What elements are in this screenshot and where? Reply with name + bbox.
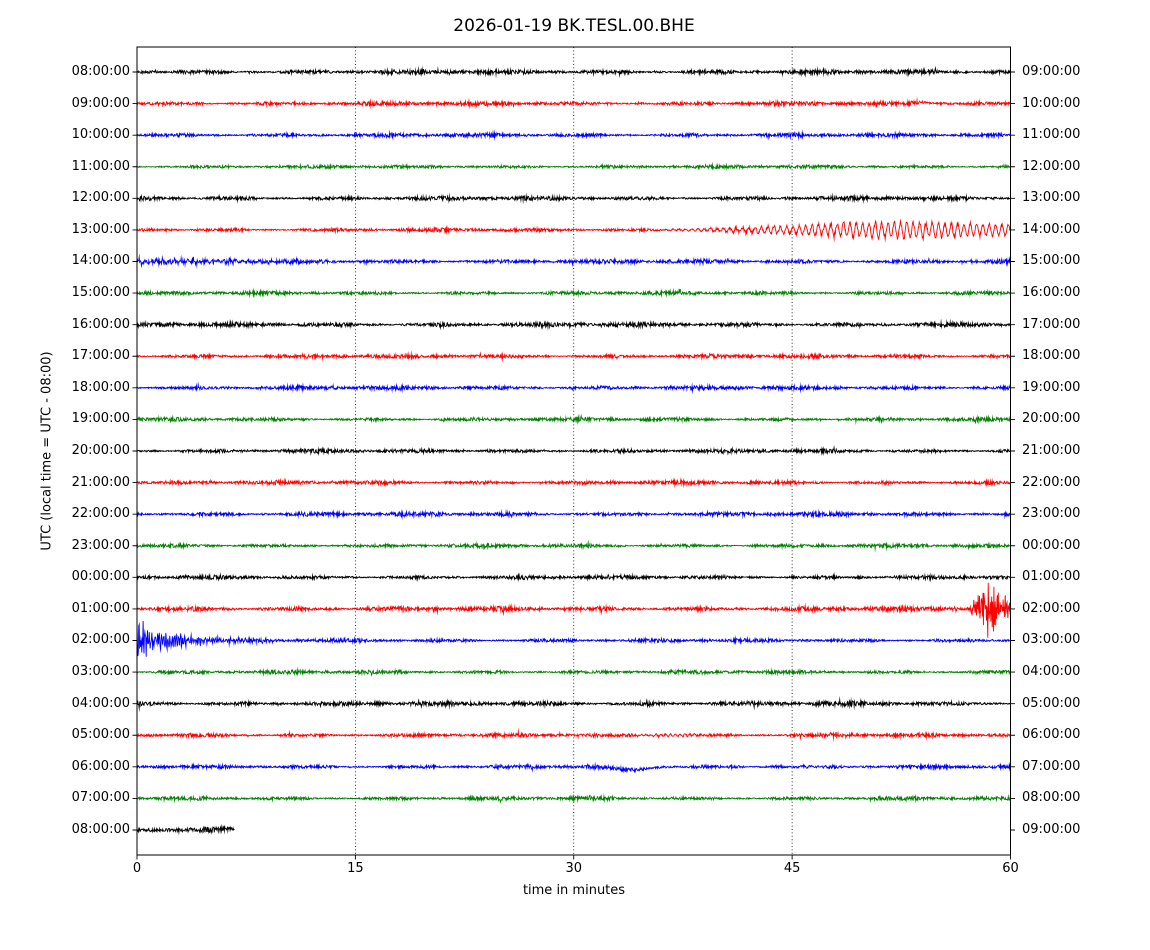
- row-end-time-label: 10:00:00: [1022, 95, 1081, 111]
- row-start-time-label: 16:00:00: [71, 316, 130, 332]
- x-tick-label: 15: [347, 861, 364, 876]
- row-end-time-label: 15:00:00: [1022, 253, 1081, 269]
- chart-title: 2026-01-19 BK.TESL.00.BHE: [453, 16, 695, 36]
- row-end-time-label: 08:00:00: [1022, 790, 1081, 806]
- row-start-time-label: 19:00:00: [71, 411, 130, 427]
- row-start-time-label: 12:00:00: [71, 190, 130, 206]
- row-start-time-label: 08:00:00: [71, 821, 130, 837]
- row-start-time-label: 06:00:00: [71, 758, 130, 774]
- row-start-time-label: 20:00:00: [71, 442, 130, 458]
- row-start-time-label: 11:00:00: [71, 158, 130, 174]
- row-start-time-label: 14:00:00: [71, 253, 130, 269]
- row-start-time-label: 07:00:00: [71, 790, 130, 806]
- y-axis-label: UTC (local time = UTC - 08:00): [39, 351, 55, 551]
- row-end-time-label: 13:00:00: [1022, 190, 1081, 206]
- row-end-time-label: 11:00:00: [1022, 127, 1081, 143]
- row-start-time-label: 05:00:00: [71, 727, 130, 743]
- x-tick-label: 30: [565, 861, 583, 876]
- row-start-time-label: 15:00:00: [71, 285, 130, 301]
- row-end-time-label: 09:00:00: [1022, 821, 1081, 837]
- row-end-time-label: 17:00:00: [1022, 316, 1081, 332]
- row-end-time-label: 06:00:00: [1022, 727, 1081, 743]
- row-start-time-label: 21:00:00: [71, 474, 130, 490]
- row-end-time-label: 22:00:00: [1022, 474, 1081, 490]
- row-start-time-label: 08:00:00: [71, 64, 130, 79]
- row-end-time-label: 01:00:00: [1022, 569, 1081, 585]
- row-end-time-label: 14:00:00: [1022, 221, 1081, 237]
- row-end-time-label: 16:00:00: [1022, 285, 1081, 301]
- row-start-time-label: 23:00:00: [71, 537, 130, 553]
- row-end-time-label: 23:00:00: [1022, 506, 1081, 522]
- row-end-time-label: 02:00:00: [1022, 600, 1081, 616]
- row-start-time-label: 09:00:00: [71, 95, 130, 111]
- x-axis-label: time in minutes: [522, 883, 626, 898]
- row-start-time-label: 13:00:00: [71, 221, 130, 237]
- row-start-time-label: 04:00:00: [71, 695, 130, 711]
- row-start-time-label: 03:00:00: [71, 664, 130, 680]
- row-start-time-label: 22:00:00: [71, 506, 130, 522]
- row-start-time-label: 01:00:00: [71, 600, 130, 616]
- x-tick-label: 0: [132, 861, 142, 876]
- row-end-time-label: 07:00:00: [1022, 758, 1081, 774]
- row-end-time-label: 20:00:00: [1022, 411, 1081, 427]
- row-end-time-label: 09:00:00: [1022, 64, 1081, 79]
- row-end-time-label: 21:00:00: [1022, 442, 1081, 458]
- row-end-time-label: 18:00:00: [1022, 348, 1081, 364]
- x-tick-label: 60: [1002, 861, 1019, 876]
- row-end-time-label: 03:00:00: [1022, 632, 1081, 648]
- row-start-time-label: 02:00:00: [71, 632, 130, 648]
- row-end-time-label: 04:00:00: [1022, 664, 1081, 680]
- row-start-time-label: 17:00:00: [71, 348, 130, 364]
- x-tick-label: 45: [783, 861, 801, 876]
- row-end-time-label: 19:00:00: [1022, 379, 1081, 395]
- row-start-time-label: 00:00:00: [71, 569, 130, 585]
- row-start-time-label: 18:00:00: [71, 379, 130, 395]
- row-end-time-label: 00:00:00: [1022, 537, 1081, 553]
- row-start-time-label: 10:00:00: [71, 127, 130, 143]
- row-end-time-label: 05:00:00: [1022, 695, 1081, 711]
- row-end-time-label: 12:00:00: [1022, 158, 1081, 174]
